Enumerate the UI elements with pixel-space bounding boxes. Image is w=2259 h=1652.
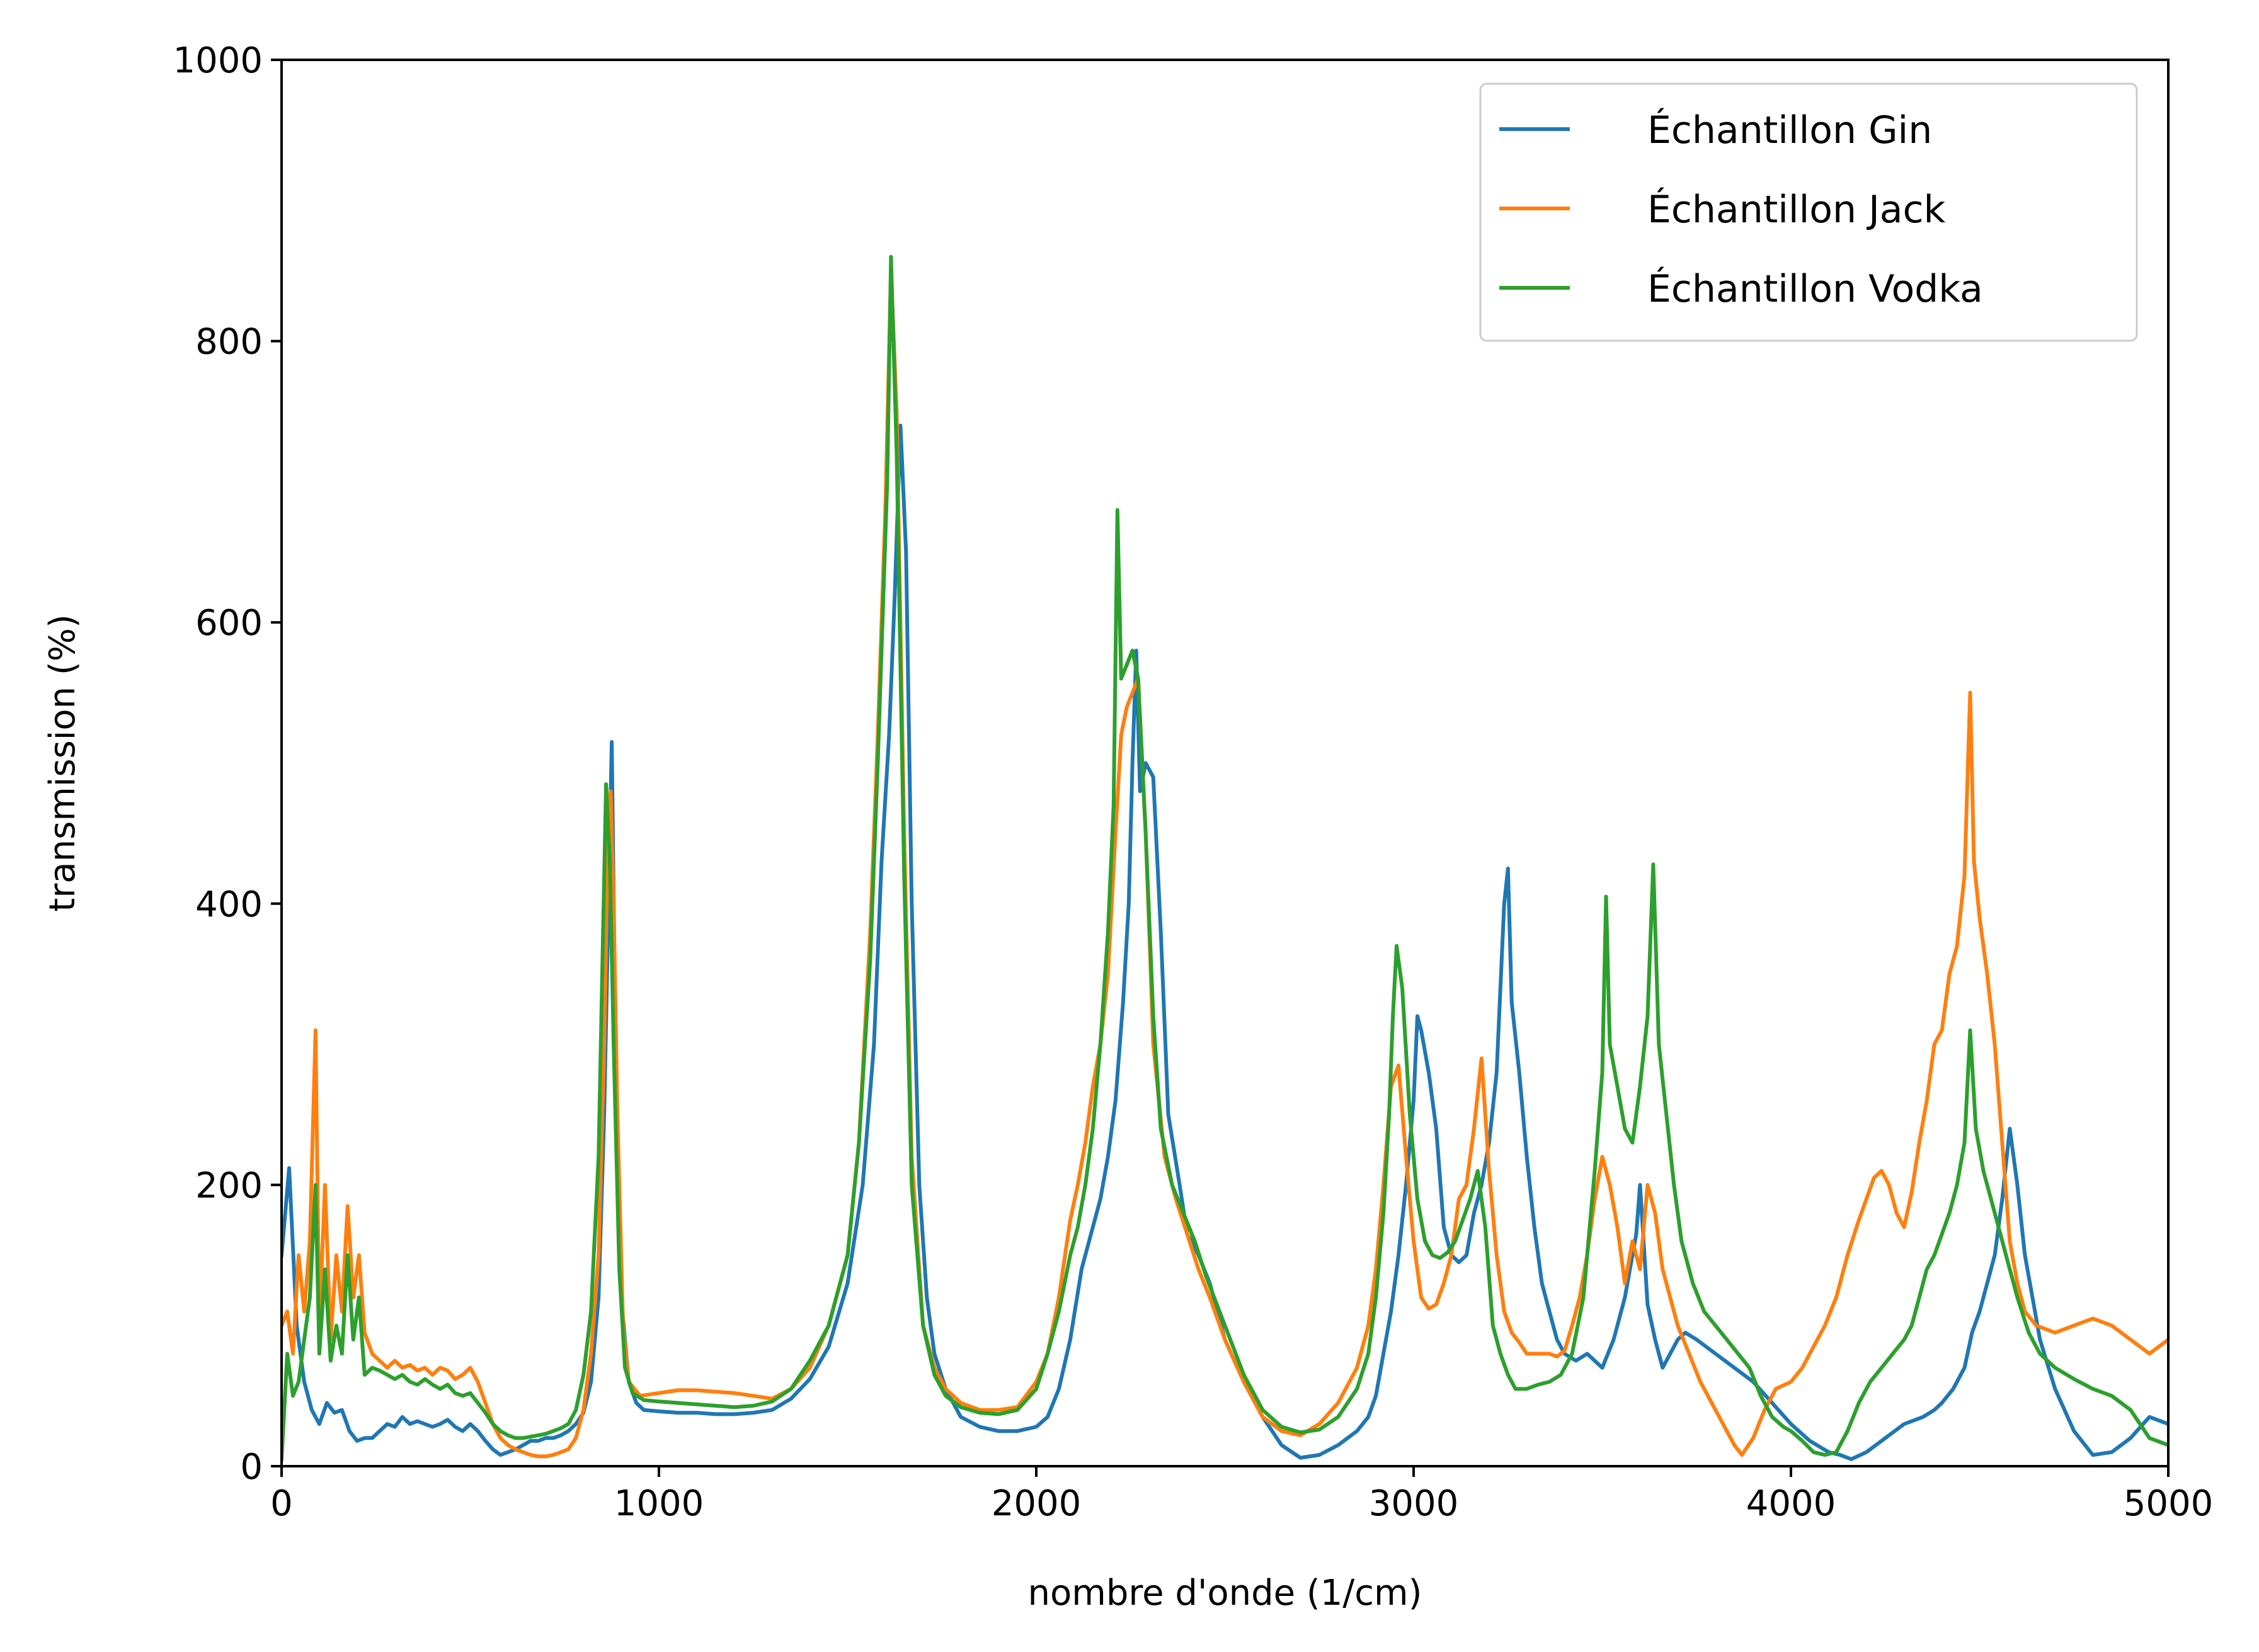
x-tick-label: 4000 bbox=[1746, 1483, 1836, 1524]
axis-ticks: 0 1000 2000 3000 4000 5000 0 200 400 600 800 1000 bbox=[173, 40, 2213, 1524]
legend-label-1: Échantillon Gin bbox=[1647, 107, 1932, 152]
series-line-2 bbox=[282, 269, 2168, 1459]
x-tick-label: 2000 bbox=[992, 1483, 1082, 1524]
y-tick-label: 200 bbox=[195, 1165, 263, 1206]
y-tick-label: 0 bbox=[240, 1447, 263, 1488]
x-tick-label: 3000 bbox=[1369, 1483, 1459, 1524]
legend-label-2: Échantillon Jack bbox=[1647, 186, 1946, 232]
x-tick-label: 0 bbox=[270, 1483, 293, 1524]
legend: Échantillon Gin Échantillon Jack Échantill… bbox=[1479, 83, 2138, 342]
y-tick-label: 600 bbox=[195, 603, 263, 644]
y-tick-label: 1000 bbox=[173, 40, 263, 81]
y-tick-label: 400 bbox=[195, 884, 263, 925]
y-axis-label: transmission (%) bbox=[42, 614, 83, 911]
x-tick-label: 1000 bbox=[614, 1483, 704, 1524]
series-line-3 bbox=[282, 254, 2168, 1461]
legend-box bbox=[1479, 83, 2138, 342]
x-tick-label: 5000 bbox=[2124, 1483, 2214, 1524]
legend-label-3: Échantillon Vodka bbox=[1647, 266, 1983, 311]
plot-frame bbox=[280, 59, 2170, 1467]
x-axis-label: nombre d'onde (1/cm) bbox=[1028, 1573, 1422, 1614]
series-lines bbox=[282, 254, 2168, 1461]
y-tick-label: 800 bbox=[195, 322, 263, 363]
